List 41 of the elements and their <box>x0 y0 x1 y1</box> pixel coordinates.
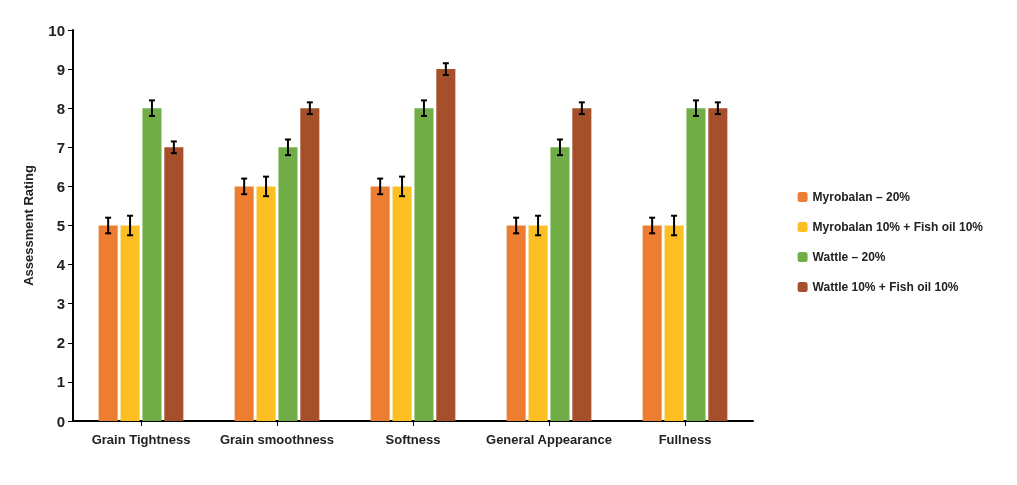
y-tick-label: 5 <box>56 217 65 234</box>
x-tick-label: Softness <box>385 432 441 447</box>
bar <box>256 186 276 421</box>
y-tick-label: 3 <box>56 295 65 313</box>
legend-label: Myrobalan 10% + Fish oil 10% <box>812 220 984 234</box>
y-tick-label: 0 <box>56 412 65 430</box>
bar <box>436 69 456 421</box>
bar <box>142 108 162 421</box>
legend-label: Myrobalan – 20% <box>812 190 911 204</box>
bar <box>572 108 592 421</box>
legend-label: Wattle – 20% <box>812 250 886 264</box>
bar <box>370 186 390 421</box>
bar <box>98 225 118 421</box>
x-tick-label: General Appearance <box>486 432 612 447</box>
legend-label: Wattle 10% + Fish oil 10% <box>812 280 959 294</box>
x-tick-label: Grain smoothness <box>219 432 335 447</box>
bar <box>164 147 184 421</box>
y-axis-title: Assessment Rating <box>21 165 36 286</box>
y-tick-label: 10 <box>48 21 65 39</box>
y-tick-label: 2 <box>56 334 65 352</box>
bar <box>278 147 298 421</box>
bar <box>120 225 140 421</box>
bar <box>550 147 570 421</box>
y-tick-label: 6 <box>56 177 65 195</box>
bar <box>708 108 728 421</box>
bar <box>664 225 684 421</box>
bar <box>392 186 412 421</box>
bar <box>414 108 434 421</box>
y-tick-label: 1 <box>56 373 65 391</box>
bar <box>300 108 320 421</box>
y-tick-label: 4 <box>56 256 66 274</box>
bar <box>234 186 254 421</box>
y-tick-label: 8 <box>56 99 65 117</box>
bar <box>686 108 706 421</box>
bar <box>506 225 526 421</box>
x-tick-label: Grain Tightness <box>91 432 191 447</box>
y-tick-label: 9 <box>56 60 65 78</box>
x-tick-label: Fullness <box>658 432 712 447</box>
bar <box>528 225 548 421</box>
y-tick-label: 7 <box>56 138 65 156</box>
bar <box>642 225 662 421</box>
